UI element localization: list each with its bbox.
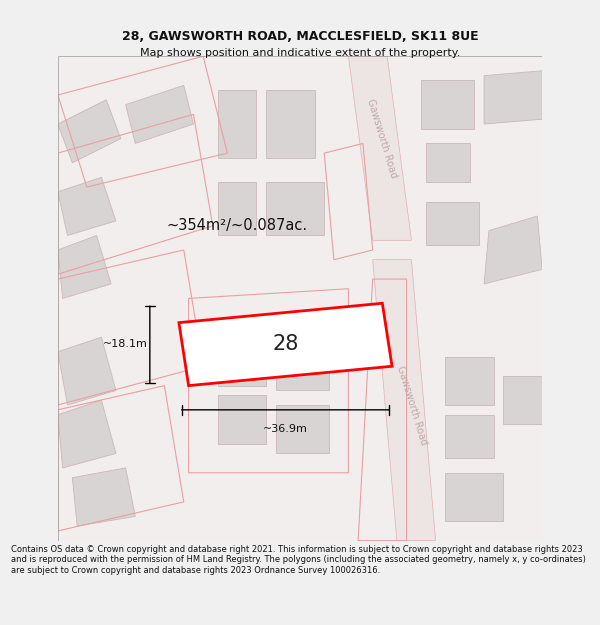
Polygon shape <box>426 143 470 182</box>
Polygon shape <box>218 90 256 158</box>
Polygon shape <box>349 56 412 240</box>
Polygon shape <box>58 236 111 298</box>
Polygon shape <box>73 468 136 526</box>
Polygon shape <box>179 303 392 386</box>
Polygon shape <box>218 396 266 444</box>
Polygon shape <box>58 100 121 162</box>
Text: ~18.1m: ~18.1m <box>103 339 148 349</box>
Polygon shape <box>445 356 494 405</box>
Polygon shape <box>266 182 324 236</box>
Text: Contains OS data © Crown copyright and database right 2021. This information is : Contains OS data © Crown copyright and d… <box>11 545 586 575</box>
Polygon shape <box>125 85 193 143</box>
Polygon shape <box>373 260 436 541</box>
Polygon shape <box>445 415 494 458</box>
Polygon shape <box>445 472 503 521</box>
Text: Gawsworth Road: Gawsworth Road <box>365 98 399 179</box>
Polygon shape <box>58 177 116 236</box>
Text: 28: 28 <box>272 334 299 354</box>
Polygon shape <box>58 338 116 405</box>
Text: 28, GAWSWORTH ROAD, MACCLESFIELD, SK11 8UE: 28, GAWSWORTH ROAD, MACCLESFIELD, SK11 8… <box>122 30 478 42</box>
Polygon shape <box>484 216 542 284</box>
Polygon shape <box>426 201 479 245</box>
Polygon shape <box>421 81 475 129</box>
Polygon shape <box>503 376 542 424</box>
Text: ~36.9m: ~36.9m <box>263 424 308 434</box>
Text: ~354m²/~0.087ac.: ~354m²/~0.087ac. <box>166 218 308 233</box>
Polygon shape <box>218 182 256 236</box>
Polygon shape <box>484 71 542 124</box>
Text: Gawsworth Road: Gawsworth Road <box>395 364 428 446</box>
Text: Map shows position and indicative extent of the property.: Map shows position and indicative extent… <box>140 48 460 58</box>
Polygon shape <box>276 332 329 391</box>
Polygon shape <box>218 328 266 386</box>
Polygon shape <box>276 405 329 454</box>
Polygon shape <box>266 90 314 158</box>
Polygon shape <box>58 400 116 468</box>
